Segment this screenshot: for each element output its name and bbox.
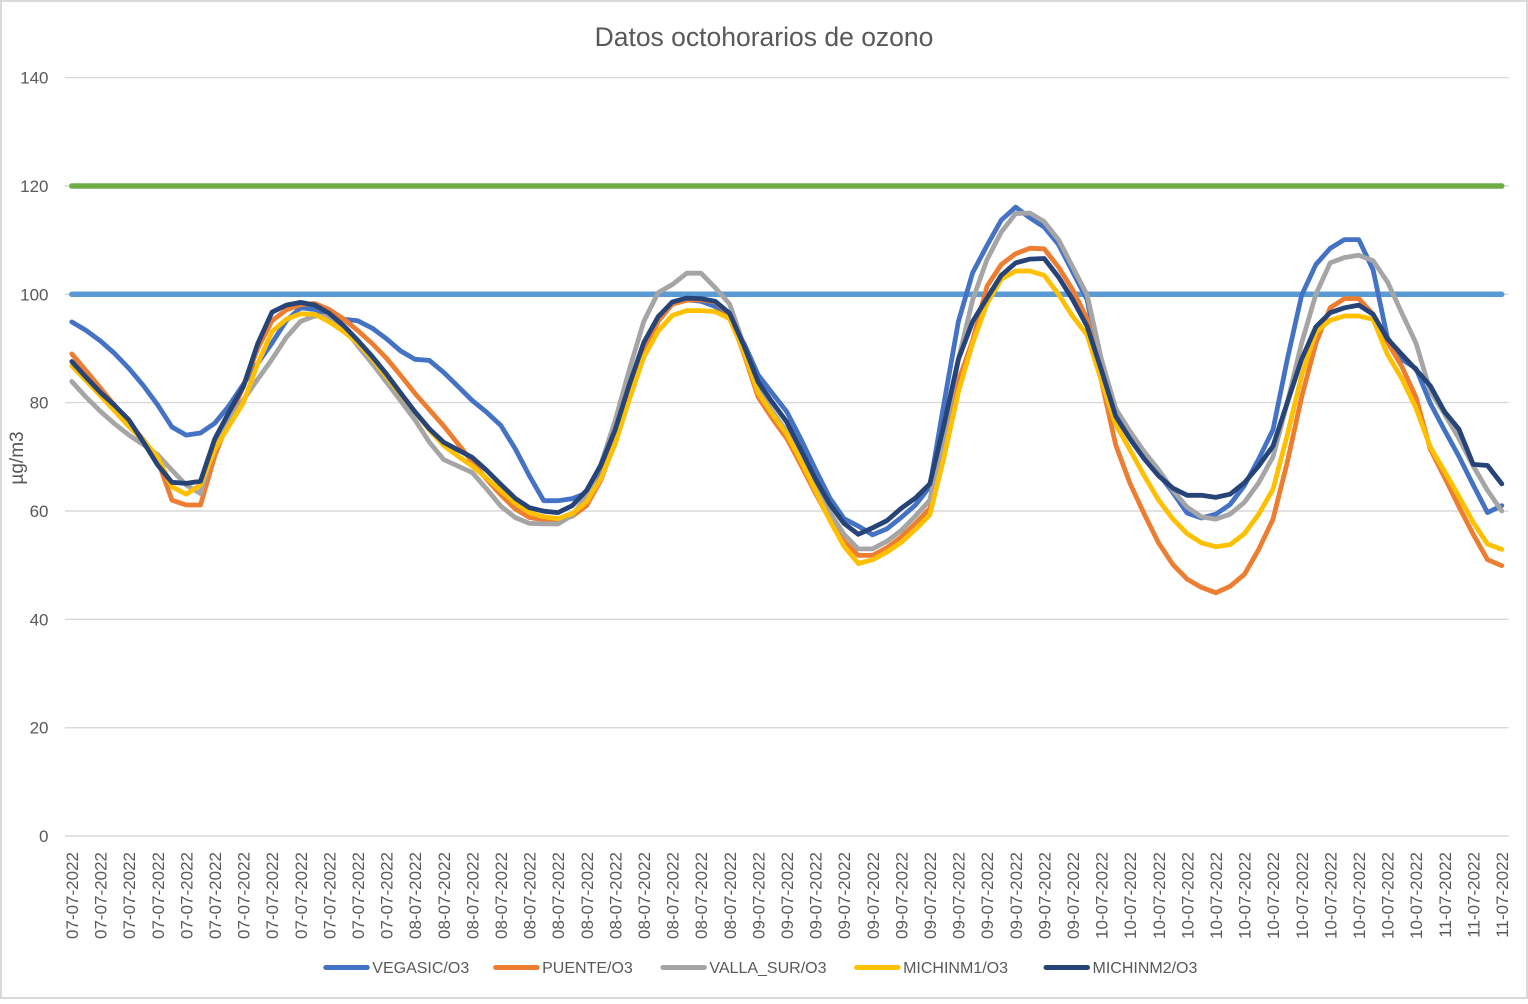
svg-text:09-07-2022: 09-07-2022 — [892, 852, 911, 939]
svg-text:09-07-2022: 09-07-2022 — [749, 852, 768, 939]
svg-text:10-07-2022: 10-07-2022 — [1121, 852, 1140, 939]
svg-text:60: 60 — [30, 502, 49, 521]
svg-text:08-07-2022: 08-07-2022 — [578, 852, 597, 939]
svg-text:08-07-2022: 08-07-2022 — [435, 852, 454, 939]
svg-text:09-07-2022: 09-07-2022 — [835, 852, 854, 939]
svg-text:µg/m3: µg/m3 — [7, 431, 28, 484]
svg-text:09-07-2022: 09-07-2022 — [1064, 852, 1083, 939]
svg-text:10-07-2022: 10-07-2022 — [1178, 852, 1197, 939]
svg-text:10-07-2022: 10-07-2022 — [1379, 852, 1398, 939]
svg-text:VALLA_SUR/O3: VALLA_SUR/O3 — [709, 960, 826, 977]
svg-text:09-07-2022: 09-07-2022 — [1035, 852, 1054, 939]
svg-text:08-07-2022: 08-07-2022 — [549, 852, 568, 939]
svg-text:10-07-2022: 10-07-2022 — [1264, 852, 1283, 939]
svg-text:07-07-2022: 07-07-2022 — [378, 852, 397, 939]
svg-text:07-07-2022: 07-07-2022 — [63, 852, 82, 939]
svg-text:07-07-2022: 07-07-2022 — [149, 852, 168, 939]
svg-text:10-07-2022: 10-07-2022 — [1093, 852, 1112, 939]
svg-text:07-07-2022: 07-07-2022 — [120, 852, 139, 939]
svg-text:09-07-2022: 09-07-2022 — [1007, 852, 1026, 939]
svg-text:07-07-2022: 07-07-2022 — [177, 852, 196, 939]
svg-text:PUENTE/O3: PUENTE/O3 — [542, 960, 633, 977]
svg-text:09-07-2022: 09-07-2022 — [978, 852, 997, 939]
svg-text:10-07-2022: 10-07-2022 — [1407, 852, 1426, 939]
svg-text:100: 100 — [20, 285, 48, 304]
svg-text:08-07-2022: 08-07-2022 — [721, 852, 740, 939]
svg-text:07-07-2022: 07-07-2022 — [263, 852, 282, 939]
svg-text:120: 120 — [20, 177, 48, 196]
svg-text:140: 140 — [20, 69, 48, 88]
svg-text:07-07-2022: 07-07-2022 — [349, 852, 368, 939]
svg-text:08-07-2022: 08-07-2022 — [692, 852, 711, 939]
svg-text:07-07-2022: 07-07-2022 — [292, 852, 311, 939]
svg-text:Datos octohorarios de ozono: Datos octohorarios de ozono — [595, 22, 934, 52]
svg-text:40: 40 — [30, 610, 49, 629]
svg-text:10-07-2022: 10-07-2022 — [1350, 852, 1369, 939]
svg-text:10-07-2022: 10-07-2022 — [1293, 852, 1312, 939]
svg-text:10-07-2022: 10-07-2022 — [1207, 852, 1226, 939]
svg-text:80: 80 — [30, 394, 49, 413]
svg-text:09-07-2022: 09-07-2022 — [921, 852, 940, 939]
svg-text:0: 0 — [39, 827, 48, 846]
svg-text:09-07-2022: 09-07-2022 — [807, 852, 826, 939]
svg-text:09-07-2022: 09-07-2022 — [864, 852, 883, 939]
svg-text:11-07-2022: 11-07-2022 — [1436, 852, 1455, 938]
svg-text:08-07-2022: 08-07-2022 — [492, 852, 511, 939]
svg-text:07-07-2022: 07-07-2022 — [320, 852, 339, 939]
svg-text:08-07-2022: 08-07-2022 — [521, 852, 540, 939]
svg-text:07-07-2022: 07-07-2022 — [235, 852, 254, 939]
svg-text:VEGASIC/O3: VEGASIC/O3 — [372, 960, 469, 977]
svg-text:07-07-2022: 07-07-2022 — [206, 852, 225, 939]
svg-text:09-07-2022: 09-07-2022 — [950, 852, 969, 939]
svg-text:10-07-2022: 10-07-2022 — [1150, 852, 1169, 939]
svg-text:08-07-2022: 08-07-2022 — [606, 852, 625, 939]
svg-text:20: 20 — [30, 719, 49, 738]
svg-text:08-07-2022: 08-07-2022 — [463, 852, 482, 939]
svg-text:10-07-2022: 10-07-2022 — [1321, 852, 1340, 939]
svg-text:MICHINM2/O3: MICHINM2/O3 — [1093, 960, 1198, 977]
svg-text:08-07-2022: 08-07-2022 — [664, 852, 683, 939]
svg-text:09-07-2022: 09-07-2022 — [778, 852, 797, 939]
svg-text:08-07-2022: 08-07-2022 — [406, 852, 425, 939]
svg-text:08-07-2022: 08-07-2022 — [635, 852, 654, 939]
svg-text:10-07-2022: 10-07-2022 — [1236, 852, 1255, 939]
svg-text:11-07-2022: 11-07-2022 — [1464, 852, 1483, 938]
svg-text:07-07-2022: 07-07-2022 — [92, 852, 111, 939]
svg-text:11-07-2022: 11-07-2022 — [1493, 852, 1512, 938]
svg-text:MICHINM1/O3: MICHINM1/O3 — [903, 960, 1008, 977]
